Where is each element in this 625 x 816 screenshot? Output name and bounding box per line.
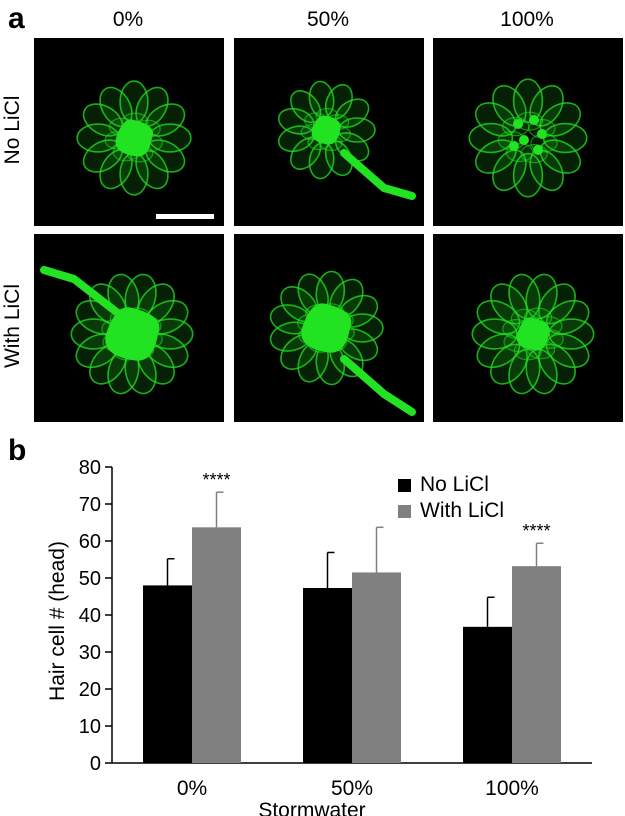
- y-tick-label: 70: [79, 494, 101, 516]
- legend-label-no-licl: No LiCl: [420, 473, 489, 496]
- y-tick-label: 50: [79, 568, 101, 590]
- y-tick-label: 20: [79, 679, 101, 701]
- x-tick-label: 0%: [177, 777, 207, 800]
- row-label-no-licl: No LiCl: [1, 95, 24, 165]
- bar-with-licl-2: [512, 566, 561, 763]
- y-tick-label: 80: [79, 457, 101, 479]
- legend: No LiCl With LiCl: [398, 472, 504, 524]
- y-tick-label: 40: [79, 605, 101, 627]
- row-label-with-licl: With LiCl: [1, 284, 24, 369]
- micrograph-no-licl-100: [433, 38, 623, 226]
- bar-with-licl-0: [192, 527, 241, 763]
- legend-item-no-licl: No LiCl: [398, 472, 504, 498]
- micrograph-with-licl-50: [234, 234, 424, 422]
- y-tick-label: 10: [79, 716, 101, 738]
- legend-swatch-no-licl: [398, 478, 411, 492]
- significance-label: ****: [522, 521, 550, 541]
- legend-label-with-licl: With LiCl: [420, 499, 505, 522]
- legend-swatch-with-licl: [398, 504, 411, 518]
- panel-a-letter: a: [8, 2, 25, 35]
- panel-b-letter: b: [8, 434, 27, 467]
- y-tick-label: 0: [90, 753, 101, 775]
- bar-with-licl-1: [352, 572, 401, 763]
- y-tick-label: 30: [79, 642, 101, 664]
- micrograph-with-licl-0: [34, 234, 224, 422]
- column-label-0: 0%: [112, 8, 144, 31]
- y-tick-label: 60: [79, 531, 101, 553]
- significance-label: ****: [202, 470, 230, 490]
- y-axis-label: Hair cell # (head): [46, 541, 69, 701]
- bar-no-licl-0: [143, 585, 192, 763]
- bar-no-licl-1: [303, 587, 352, 763]
- micrograph-with-licl-100: [433, 234, 623, 422]
- column-label-100: 100%: [500, 8, 554, 31]
- bar-chart: 0 10 20 30 40 50 60 70 80 Hair cell # (head) **** 0…: [46, 457, 592, 816]
- column-label-50: 50%: [306, 8, 350, 31]
- x-axis-label: Stormwater: [258, 799, 365, 816]
- x-tick-label: 50%: [331, 777, 373, 800]
- x-tick-label: 100%: [485, 777, 539, 800]
- bar-no-licl-2: [463, 626, 512, 763]
- legend-item-with-licl: With LiCl: [398, 498, 504, 524]
- micrograph-no-licl-0: [34, 38, 224, 226]
- micrograph-no-licl-50: [234, 38, 424, 226]
